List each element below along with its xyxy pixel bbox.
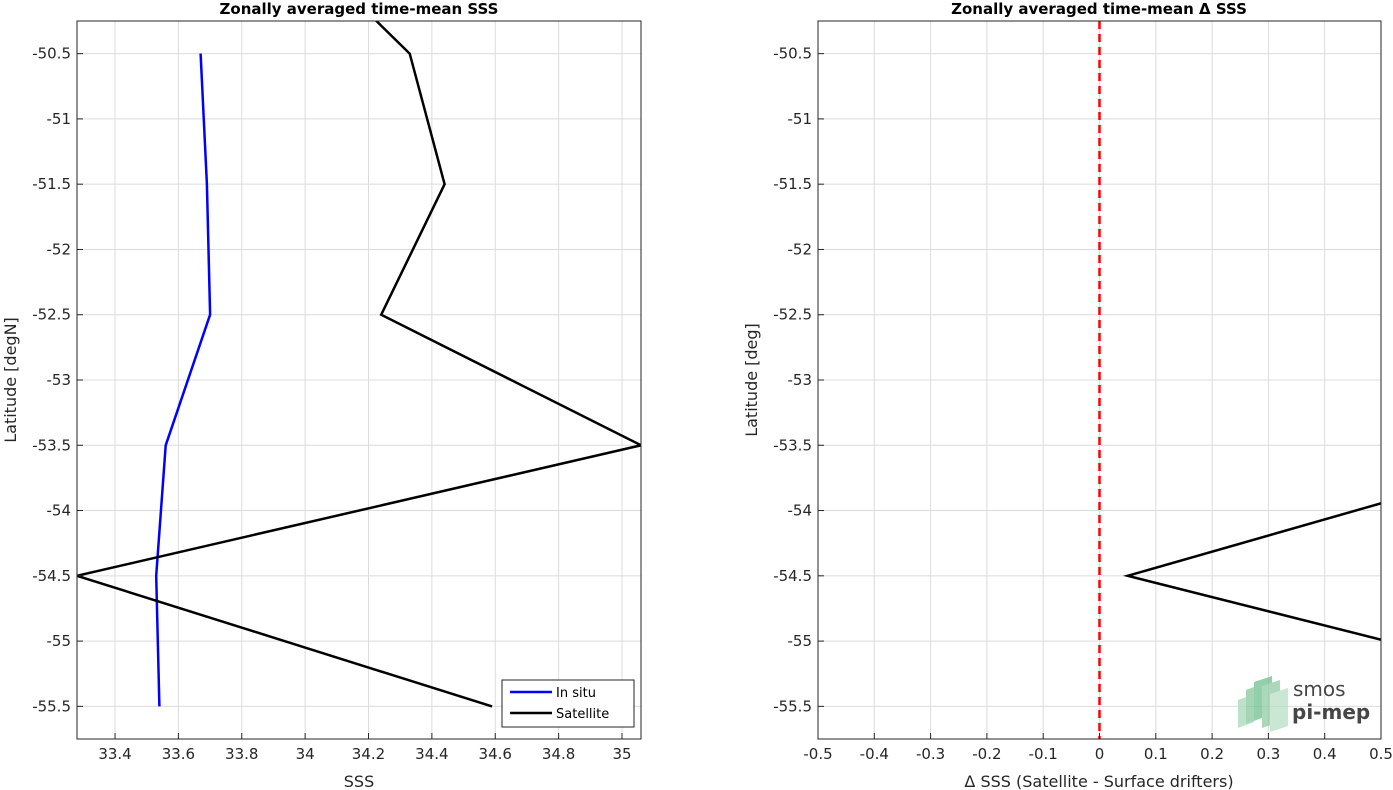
smos-pi-mep-logo: smos pi-mep [1238, 676, 1370, 732]
legend-box [501, 679, 635, 728]
y-tick-label: -51.5 [32, 175, 71, 193]
chart-title: Zonally averaged time-mean Δ SSS [951, 0, 1247, 18]
x-tick-label: 35 [612, 745, 631, 763]
y-tick-label: -55.5 [32, 697, 71, 715]
y-tick-label: -51.5 [773, 175, 812, 193]
y-tick-label: -52 [788, 240, 813, 258]
y-tick-label: -52 [47, 240, 72, 258]
plot-area [1098, 21, 1381, 739]
x-tick-label: -0.5 [803, 745, 832, 763]
tick-labels: -0.5 -0.4 -0.3 -0.2 -0.1 0 0.1 0.2 0.3 0.4 0.5 -50.… [773, 45, 1393, 763]
x-tick-label: 0.4 [1313, 745, 1337, 763]
x-tick-label: -0.2 [972, 745, 1001, 763]
y-tick-label: -54.5 [32, 567, 71, 585]
x-tick-label: 33.4 [98, 745, 131, 763]
y-tick-label: -54 [47, 502, 72, 520]
y-tick-label: -54 [788, 502, 813, 520]
plot-area [77, 21, 641, 708]
x-tick-label: -0.1 [1029, 745, 1058, 763]
series-line-satellite [77, 21, 641, 708]
x-tick-label: 0.3 [1256, 745, 1280, 763]
x-tick-label: 34.6 [479, 745, 512, 763]
legend-label-in-situ: In situ [556, 686, 596, 701]
x-axis-label: Δ SSS (Satellite - Surface drifters) [964, 772, 1233, 790]
y-tick-label: -52.5 [773, 306, 812, 324]
y-tick-label: -50.5 [32, 45, 71, 63]
x-tick-label: 0.1 [1144, 745, 1168, 763]
y-tick-label: -55 [788, 632, 813, 650]
y-tick-label: -51 [47, 110, 72, 128]
legend: In situ Satellite [501, 679, 635, 728]
logo-mark [1238, 676, 1288, 732]
delta-sss-panel: -0.5 -0.4 -0.3 -0.2 -0.1 0 0.1 0.2 0.3 0.4 0.5 -50.… [742, 0, 1393, 790]
y-tick-label: -55.5 [773, 697, 812, 715]
x-tick-label: 34.2 [352, 745, 385, 763]
x-tick-label: 33.6 [162, 745, 195, 763]
y-tick-label: -53 [47, 371, 72, 389]
x-tick-label: -0.4 [860, 745, 889, 763]
y-tick-label: -55 [47, 632, 72, 650]
y-tick-label: -53.5 [32, 436, 71, 454]
x-tick-label: 0.5 [1369, 745, 1393, 763]
y-tick-label: -50.5 [773, 45, 812, 63]
tick-labels: 33.4 33.6 33.8 34 34.2 34.4 34.6 34.8 35 -50.5 -51… [32, 45, 631, 763]
x-tick-label: -0.3 [916, 745, 945, 763]
x-tick-label: 33.8 [225, 745, 258, 763]
y-tick-label: -52.5 [32, 306, 71, 324]
series-line-0 [1122, 502, 1381, 641]
y-tick-label: -54.5 [773, 567, 812, 585]
chart-title: Zonally averaged time-mean SSS [220, 0, 499, 18]
sss-panel: 33.4 33.6 33.8 34 34.2 34.4 34.6 34.8 35 -50.5 -51… [1, 0, 642, 790]
grid [77, 21, 641, 739]
x-tick-label: 34.8 [542, 745, 575, 763]
y-tick-label: -51 [788, 110, 813, 128]
y-tick-label: -53 [788, 371, 813, 389]
logo-text-bottom: pi-mep [1292, 700, 1370, 724]
y-axis-label: Latitude [degN] [1, 317, 20, 443]
series-line-in-situ [154, 53, 212, 707]
x-tick-label: 0.2 [1200, 745, 1224, 763]
x-tick-label: 0 [1095, 745, 1105, 763]
x-tick-label: 34 [296, 745, 315, 763]
y-axis-label: Latitude [deg] [742, 323, 761, 437]
logo-text-top: smos [1293, 677, 1346, 701]
x-axis-label: SSS [344, 772, 374, 790]
x-tick-label: 34.4 [415, 745, 448, 763]
legend-label-satellite: Satellite [556, 707, 609, 722]
y-tick-label: -53.5 [773, 436, 812, 454]
